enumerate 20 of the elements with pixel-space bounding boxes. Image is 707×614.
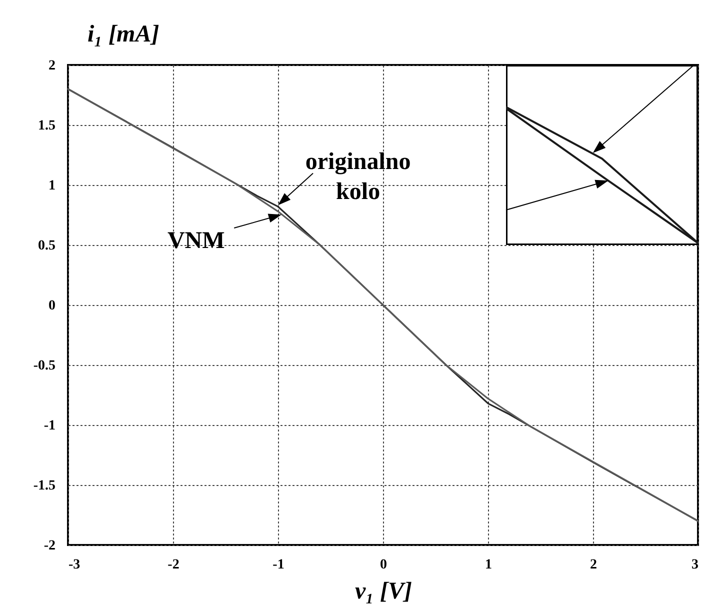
x-tick-label: -2 xyxy=(168,558,180,572)
x-tick-label: -3 xyxy=(68,558,80,572)
y-tick-label: -0.5 xyxy=(33,358,56,374)
y-tick-label: 2 xyxy=(48,58,56,74)
y-tick-label: -2 xyxy=(44,538,56,554)
y-tick-label: 0.5 xyxy=(38,238,56,254)
x-tick-label: -1 xyxy=(272,558,284,572)
x-tick-label: 0 xyxy=(380,558,387,572)
x-tick-label: 1 xyxy=(485,558,492,572)
annotation: VNM xyxy=(167,228,225,254)
y-axis-title: i₁ [mA] xyxy=(88,22,160,48)
y-tick-label: 0 xyxy=(48,298,56,314)
y-tick-label: -1 xyxy=(44,418,56,434)
y-tick-label: 1.5 xyxy=(38,118,56,134)
annotation: originalno kolo xyxy=(305,149,411,206)
x-axis-title: v₁ [V] xyxy=(354,578,412,604)
y-tick-label: 1 xyxy=(48,178,56,194)
x-tick-label: 3 xyxy=(692,558,698,572)
x-tick-label: 2 xyxy=(590,558,597,572)
y-tick-label: -1.5 xyxy=(33,478,56,494)
